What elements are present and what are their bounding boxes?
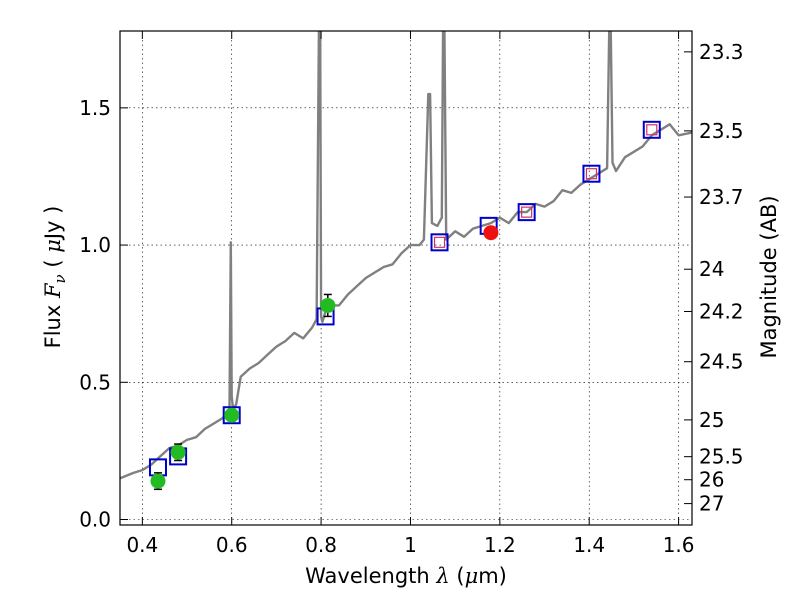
sed-line — [120, 31, 692, 480]
model-box-marker — [222, 406, 241, 425]
inner-box-marker — [585, 168, 598, 180]
x-tick-label: 0.8 — [305, 533, 337, 557]
model-box-marker — [517, 203, 536, 222]
y-tick-label: 1.5 — [79, 96, 111, 120]
observed-point-green — [320, 297, 336, 313]
x-tick-label: 1 — [404, 533, 417, 557]
y-tick-label: 0.0 — [79, 508, 111, 532]
inner-box-marker — [521, 206, 533, 218]
x-axis-label: Wavelength λ (μm) — [305, 564, 507, 588]
axis-ticks: 0.4 0.6 0.8 1 1.2 1.4 1.6 0.0 0.5 1.0 1.5 23.3 23.5 2… — [79, 31, 744, 557]
y2-tick-label: 24.5 — [699, 350, 744, 374]
y-tick-label: 1.0 — [79, 233, 111, 257]
inner-box-marker — [433, 236, 446, 248]
series-layer — [120, 31, 692, 480]
y2-tick-label: 23.7 — [699, 185, 744, 209]
y2-tick-label: 27 — [699, 492, 724, 516]
model-box-marker — [430, 233, 449, 252]
y2-axis-label: Magnitude (AB) — [757, 195, 781, 358]
observed-point-green — [150, 473, 166, 489]
x-tick-label: 1.2 — [484, 533, 516, 557]
y2-tick-label: 23.3 — [699, 40, 744, 64]
observed-point-red — [483, 225, 499, 241]
marker-layer — [148, 120, 661, 491]
y2-tick-label: 24 — [699, 257, 724, 281]
y-axis-label: Flux Fν ( μJy ) — [41, 206, 69, 349]
observed-point-green — [170, 444, 186, 460]
y2-tick-label: 24.2 — [699, 299, 744, 323]
y2-tick-label: 25 — [699, 408, 724, 432]
inner-box-marker — [646, 124, 658, 136]
x-tick-label: 1.6 — [663, 533, 695, 557]
y2-tick-label: 26 — [699, 468, 724, 492]
x-tick-label: 1.4 — [573, 533, 605, 557]
observed-point-green — [224, 407, 240, 423]
y2-tick-label: 25.5 — [699, 445, 744, 469]
x-tick-label: 0.4 — [126, 533, 158, 557]
plot-background — [120, 31, 692, 525]
x-tick-label: 0.6 — [216, 533, 248, 557]
model-box-marker — [642, 120, 661, 139]
model-box-marker — [582, 164, 601, 183]
y2-tick-label: 23.5 — [699, 119, 744, 143]
plot-frame — [119, 30, 693, 526]
y-tick-label: 0.5 — [79, 370, 111, 394]
